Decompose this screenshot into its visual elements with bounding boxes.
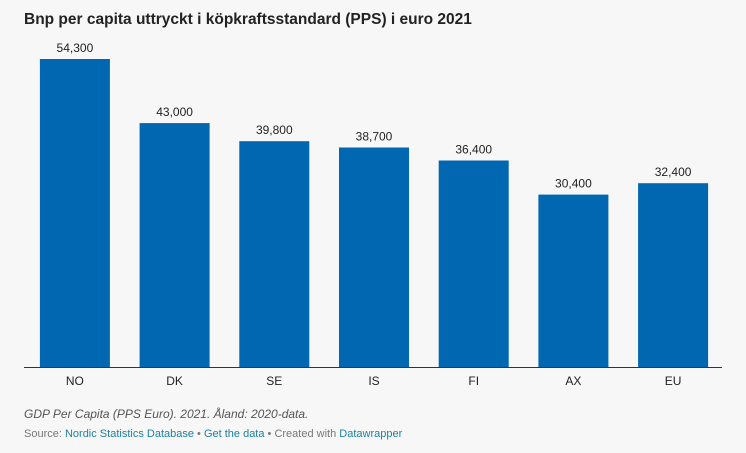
x-tick-label: EU	[665, 374, 682, 388]
x-tick-label: AX	[565, 374, 581, 388]
bar-value-label: 38,700	[356, 130, 393, 144]
x-tick-label: SE	[266, 374, 282, 388]
bar-value-label: 32,400	[655, 165, 692, 179]
chart-title: Bnp per capita uttryckt i köpkraftsstand…	[24, 11, 472, 28]
bar-dk	[139, 123, 210, 367]
bar-eu	[638, 183, 709, 367]
bar-chart: 54,300 NO 43,000 DK 39,800 SE 38,700 IS 36,400 FI…	[24, 41, 722, 388]
chart-source-line: Source: Nordic Statistics Database • Get…	[24, 428, 402, 440]
bar-no	[39, 59, 110, 367]
x-tick-label: IS	[368, 374, 379, 388]
x-tick-label: DK	[166, 374, 183, 388]
bar-is	[339, 147, 409, 367]
bar-value-label: 39,800	[256, 123, 293, 137]
datawrapper-link[interactable]: Datawrapper	[339, 428, 403, 440]
separator: •	[193, 428, 204, 440]
bar-value-label: 36,400	[455, 143, 492, 157]
source-prefix: Source:	[24, 428, 65, 440]
bar-value-label: 43,000	[156, 105, 193, 119]
bar-value-label: 54,300	[57, 41, 94, 55]
bar-se	[239, 141, 310, 367]
bar-fi	[438, 160, 509, 367]
x-tick-label: FI	[468, 374, 479, 388]
x-tick-label: NO	[66, 374, 84, 388]
bar-ax	[538, 194, 609, 367]
source-link[interactable]: Nordic Statistics Database	[64, 428, 194, 440]
chart-note: GDP Per Capita (PPS Euro). 2021. Åland: …	[24, 407, 309, 421]
created-with-text: • Created with	[264, 428, 340, 440]
get-data-link[interactable]: Get the data	[203, 428, 265, 440]
bar-value-label: 30,400	[555, 177, 592, 191]
